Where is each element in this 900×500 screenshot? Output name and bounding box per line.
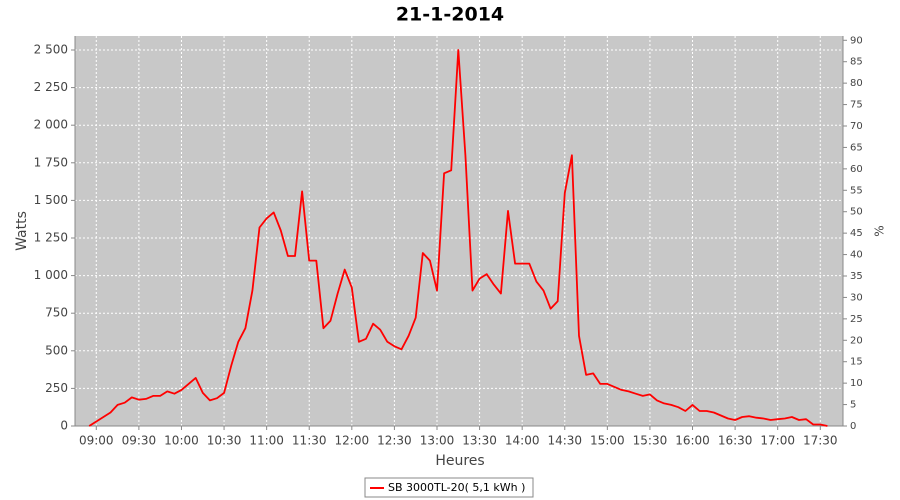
x-tick-label: 09:00	[79, 434, 114, 448]
y-tick-label: 250	[45, 381, 68, 395]
y-tick-label: 2 250	[34, 80, 68, 94]
x-tick-label: 11:30	[292, 434, 327, 448]
x-tick-label: 09:30	[122, 434, 157, 448]
y2-tick-label: 55	[850, 185, 863, 196]
y-tick-label: 750	[45, 306, 68, 320]
y-axis-label: Watts	[14, 211, 30, 251]
y2-tick-label: 90	[850, 35, 863, 46]
y2-tick-label: 50	[850, 207, 863, 218]
y2-tick-label: 80	[850, 78, 863, 89]
y-tick-label: 2 000	[34, 118, 68, 132]
y2-tick-label: 45	[850, 228, 863, 239]
y2-tick-label: 60	[850, 164, 863, 175]
y2-tick-label: 65	[850, 142, 863, 153]
plot-area	[75, 36, 843, 426]
y2-tick-label: 35	[850, 271, 863, 282]
x-tick-label: 10:00	[164, 434, 199, 448]
legend-label: SB 3000TL-20( 5,1 kWh )	[388, 481, 525, 494]
x-axis-label: Heures	[435, 453, 484, 469]
y2-tick-label: 5	[850, 400, 856, 411]
x-tick-label: 17:00	[760, 434, 795, 448]
x-tick-label: 11:00	[249, 434, 284, 448]
x-tick-label: 15:00	[590, 434, 625, 448]
x-tick-label: 10:30	[207, 434, 242, 448]
y2-tick-label: 0	[850, 421, 856, 432]
line-series	[88, 49, 828, 427]
y2-tick-label: 30	[850, 292, 863, 303]
y2-tick-label: 40	[850, 250, 863, 261]
y-tick-label: 2 500	[34, 42, 68, 56]
x-tick-label: 13:00	[420, 434, 455, 448]
chart-title: 21-1-2014	[396, 4, 504, 26]
legend	[364, 477, 534, 498]
x-tick-label: 16:30	[718, 434, 753, 448]
y-tick-label: 500	[45, 343, 68, 357]
x-tick-label: 15:30	[633, 434, 668, 448]
y-tick-label: 1 750	[34, 155, 68, 169]
y-tick-label: 1 500	[34, 193, 68, 207]
y-tick-label: 1 250	[34, 230, 68, 244]
x-tick-label: 17:30	[803, 434, 838, 448]
y-tick-label: 0	[60, 419, 68, 433]
x-tick-label: 12:30	[377, 434, 412, 448]
y2-tick-label: 15	[850, 357, 863, 368]
y2-tick-label: 85	[850, 57, 863, 68]
y2-axis-label: %	[873, 225, 887, 236]
x-tick-label: 14:00	[505, 434, 540, 448]
y2-tick-label: 25	[850, 314, 863, 325]
x-tick-label: 12:00	[335, 434, 370, 448]
x-tick-label: 16:00	[675, 434, 710, 448]
y2-tick-label: 20	[850, 335, 863, 346]
x-tick-label: 14:30	[547, 434, 582, 448]
y2-tick-label: 70	[850, 121, 863, 132]
x-tick-label: 13:30	[462, 434, 497, 448]
y-tick-label: 1 000	[34, 268, 68, 282]
y2-tick-label: 10	[850, 378, 863, 389]
y2-tick-label: 75	[850, 100, 863, 111]
